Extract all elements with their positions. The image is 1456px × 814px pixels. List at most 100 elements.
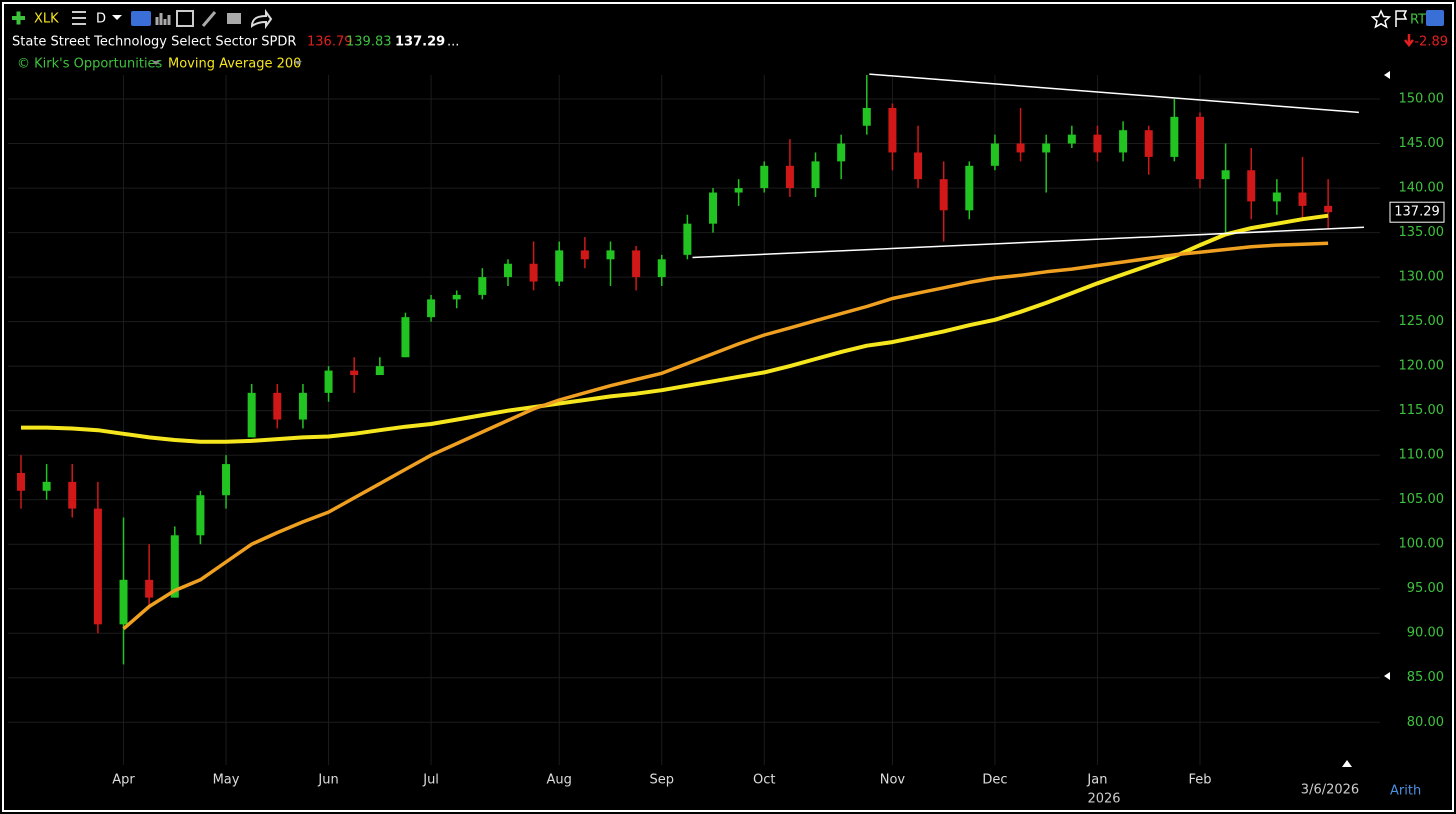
x-tick-label: Jan: [1086, 773, 1107, 788]
y-tick-label: 85.00: [1407, 670, 1444, 685]
flag-icon[interactable]: [1395, 10, 1408, 27]
y-tick-label: 95.00: [1407, 581, 1444, 596]
candle-body: [452, 294, 461, 300]
star-icon[interactable]: [1370, 9, 1392, 29]
share-icon[interactable]: [250, 8, 273, 30]
y-tick-label: 140.00: [1399, 181, 1445, 196]
scroll-marker[interactable]: [1384, 672, 1390, 680]
y-tick-label: 100.00: [1399, 537, 1445, 552]
candle-body: [222, 464, 231, 496]
table-icon[interactable]: [176, 10, 194, 27]
s-icon[interactable]: [1426, 10, 1444, 26]
day-high: 139.83: [346, 35, 392, 50]
y-tick-label: 150.00: [1399, 92, 1445, 107]
candle-body: [401, 317, 410, 358]
dropdown-icon[interactable]: [294, 61, 302, 65]
y-tick-label: 80.00: [1407, 715, 1444, 730]
candle-body: [1272, 192, 1281, 202]
candle-body: [965, 165, 974, 211]
year-label: 2026: [1087, 792, 1120, 807]
template-icon[interactable]: [227, 13, 241, 24]
x-tick-label: Aug: [547, 773, 572, 788]
x-tick-label: Apr: [112, 773, 135, 788]
candle-body: [1247, 170, 1256, 202]
text-tool-icon[interactable]: [131, 11, 151, 26]
candle-body: [247, 392, 256, 438]
candle-body: [862, 107, 871, 126]
candle-body: [837, 143, 846, 162]
list-icon[interactable]: [72, 11, 86, 25]
dropdown-icon[interactable]: [152, 61, 160, 65]
scroll-marker[interactable]: [1342, 760, 1352, 767]
study-label[interactable]: © Kirk's Opportunities: [17, 57, 163, 72]
candle-body: [17, 472, 25, 491]
candle-body: [427, 299, 436, 318]
candle-body: [1016, 143, 1025, 153]
candle-body: [478, 277, 487, 295]
candle-body: [1221, 170, 1230, 180]
end-date: 3/6/2026: [1301, 783, 1359, 798]
candle-body: [632, 250, 641, 278]
candle-body: [939, 179, 948, 211]
candle-body: [375, 366, 384, 376]
draw-icon[interactable]: [201, 11, 217, 27]
day-low: 136.79: [307, 35, 353, 50]
more[interactable]: ...: [447, 35, 459, 50]
candle-body: [785, 165, 794, 189]
scale-mode[interactable]: Arith: [1390, 784, 1421, 799]
x-tick-label: Jul: [422, 773, 439, 788]
y-tick-label: 105.00: [1399, 492, 1445, 507]
plot-area: Apr May Jun Jul Aug Sep Oct Nov Dec Jan Feb 80.00 85…: [8, 73, 1445, 788]
x-tick-label: Dec: [982, 773, 1007, 788]
candle-body: [350, 370, 359, 376]
interval[interactable]: D: [96, 12, 106, 27]
candle-body: [555, 250, 564, 282]
candle-body: [1324, 205, 1333, 213]
candle-body: [1170, 116, 1179, 157]
y-tick-label: 110.00: [1399, 448, 1445, 463]
rt-label: RT: [1410, 13, 1426, 28]
trendline: [692, 226, 1365, 259]
candle-body: [119, 579, 128, 625]
candle-body: [1298, 192, 1307, 206]
y-tick-label: 130.00: [1399, 270, 1445, 285]
bars-icon[interactable]: [155, 13, 171, 25]
down-arrow: [1404, 34, 1414, 48]
candle-body: [734, 188, 743, 193]
candle-body: [888, 107, 897, 153]
candle-body: [1042, 143, 1051, 153]
x-tick-label: Sep: [649, 773, 674, 788]
dropdown-icon[interactable]: [112, 15, 122, 20]
x-tick-label: May: [213, 773, 240, 788]
x-tick-label: Oct: [753, 773, 775, 788]
candle-body: [811, 161, 820, 189]
candle-body: [683, 223, 692, 255]
candle-body: [709, 192, 718, 224]
candle-body: [196, 495, 205, 536]
last-price: 137.29: [395, 35, 445, 50]
candle-body: [1144, 130, 1153, 157]
candle-body: [324, 370, 333, 393]
candle-body: [170, 535, 179, 598]
candle-body: [145, 579, 154, 598]
y-tick-label: 125.00: [1399, 314, 1445, 329]
last-price-box: [1389, 201, 1445, 223]
price-change: -2.89: [1414, 35, 1448, 50]
candle-body: [1119, 130, 1128, 153]
y-tick-label: 115.00: [1399, 403, 1445, 418]
study-label[interactable]: Moving Average 200: [168, 57, 301, 72]
scroll-marker[interactable]: [1384, 71, 1390, 79]
security-name: State Street Technology Select Sector SP…: [12, 35, 296, 50]
candle-body: [1093, 134, 1102, 153]
y-tick-label: 120.00: [1399, 359, 1445, 374]
last-price-label: 137.29: [1394, 205, 1440, 220]
candle-body: [298, 392, 307, 420]
add-icon[interactable]: [12, 11, 25, 25]
x-tick-label: Nov: [880, 773, 906, 788]
symbol[interactable]: XLK: [34, 12, 59, 27]
moving-average-line: [122, 241, 1329, 631]
y-tick-label: 90.00: [1407, 626, 1444, 641]
